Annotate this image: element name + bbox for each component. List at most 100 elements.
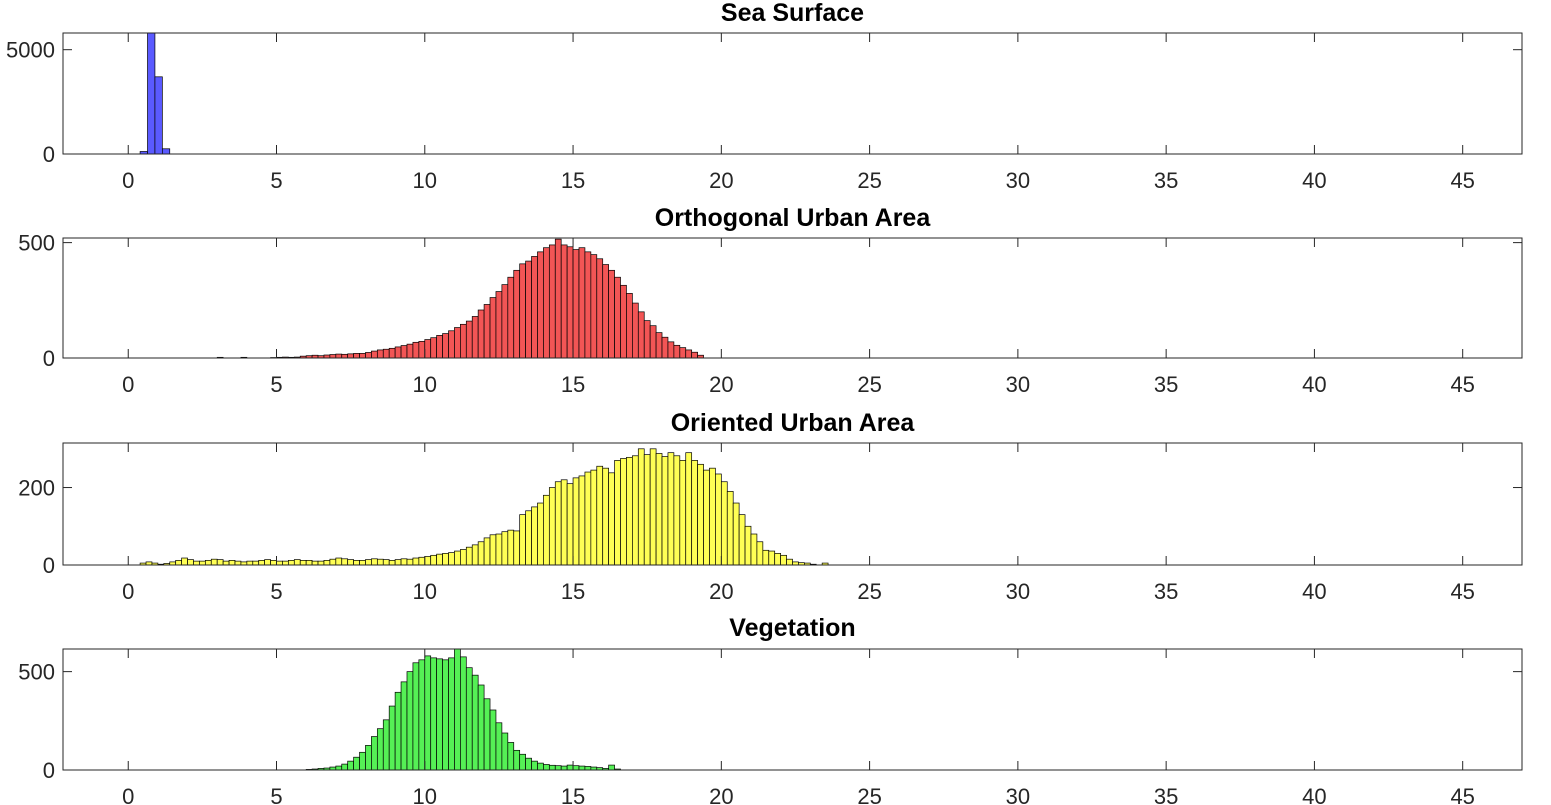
histogram-bars xyxy=(139,32,171,155)
histogram-bar xyxy=(382,348,390,359)
x-tick-label: 25 xyxy=(857,168,881,193)
histogram-bar xyxy=(709,467,716,566)
x-tick-label: 40 xyxy=(1302,168,1326,193)
histogram-bar xyxy=(388,347,396,359)
histogram-bar xyxy=(715,473,722,566)
histogram-bar xyxy=(204,560,212,566)
histogram-bar xyxy=(685,452,693,566)
histogram-bar xyxy=(543,247,550,359)
y-tick-label: 0 xyxy=(43,142,55,167)
histogram-bar xyxy=(531,506,538,566)
histogram-bar xyxy=(679,460,687,566)
histogram-bar xyxy=(626,293,633,359)
x-tick-label: 10 xyxy=(413,784,437,805)
histogram-panel-oriented-urban-area: Oriented Urban Area 0 5 10 15 20 25 30 35 40 45 0 20… xyxy=(18,409,1523,604)
histogram-bar xyxy=(762,549,770,566)
histogram-bar xyxy=(673,455,681,566)
x-tick-label: 5 xyxy=(270,168,282,193)
histogram-bar xyxy=(584,251,592,359)
x-tick-label: 15 xyxy=(561,579,585,604)
axes-box xyxy=(62,442,1523,566)
histogram-bar xyxy=(400,345,408,359)
histogram-bar xyxy=(365,559,372,566)
histogram-bar xyxy=(554,238,562,359)
histogram-bar xyxy=(513,269,521,359)
histogram-bar xyxy=(525,757,532,771)
histogram-bar xyxy=(311,560,319,566)
x-tick-label: 20 xyxy=(709,784,733,805)
x-tick-label: 0 xyxy=(122,579,134,604)
histogram-bar xyxy=(525,510,532,566)
histogram-bar xyxy=(620,284,627,359)
histogram-bar xyxy=(477,309,485,359)
histogram-bar xyxy=(388,560,396,566)
histogram-bar xyxy=(406,343,414,359)
histogram-bar xyxy=(365,745,372,771)
histogram-bar xyxy=(489,709,497,771)
histogram-bar xyxy=(199,560,206,566)
histogram-bar xyxy=(554,481,562,566)
histogram-bar xyxy=(305,560,313,566)
histogram-bar xyxy=(489,297,497,359)
histogram-bar xyxy=(181,557,188,566)
histogram-bar xyxy=(400,681,408,771)
histogram-bar xyxy=(376,558,384,566)
histogram-bar xyxy=(347,559,354,566)
histogram-bar xyxy=(412,662,420,771)
x-tick-label: 15 xyxy=(561,372,585,397)
histogram-bar xyxy=(744,525,752,566)
histogram-bar xyxy=(442,659,449,771)
histogram-bar xyxy=(643,320,651,359)
histogram-bar xyxy=(483,537,491,566)
histogram-bar xyxy=(436,335,443,359)
histogram-bar xyxy=(359,353,366,359)
histogram-panel-orthogonal-urban-area: Orthogonal Urban Area 0 5 10 15 20 25 30 35 40 45 0… xyxy=(18,204,1523,397)
histogram-bar xyxy=(608,472,615,566)
histogram-bar xyxy=(655,332,663,359)
x-tick-label: 35 xyxy=(1154,784,1178,805)
histogram-bar xyxy=(288,560,295,566)
histogram-bar xyxy=(584,471,592,566)
axes-box xyxy=(62,648,1523,771)
histogram-bar xyxy=(371,736,378,771)
panel-title: Vegetation xyxy=(729,614,855,642)
histogram-bar xyxy=(448,657,455,771)
histogram-bar xyxy=(418,341,426,359)
histogram-bar xyxy=(436,553,443,566)
histogram-bars xyxy=(305,648,621,771)
histogram-bar xyxy=(382,559,390,566)
histogram-bar xyxy=(649,448,657,566)
histogram-bar xyxy=(371,350,378,359)
histogram-bar xyxy=(501,284,509,359)
histogram-bar xyxy=(614,460,621,566)
x-tick-label: 45 xyxy=(1450,784,1474,805)
histogram-bar xyxy=(566,764,574,771)
histogram-panel-vegetation: Vegetation 0 5 10 15 20 25 30 35 40 45 0 500 xyxy=(18,614,1523,805)
histogram-bar xyxy=(365,352,372,359)
histogram-bars xyxy=(139,448,829,566)
x-tick-label: 5 xyxy=(270,784,282,805)
y-tick-label: 500 xyxy=(18,660,55,685)
histogram-bar xyxy=(643,454,651,566)
y-tick-label: 0 xyxy=(43,346,55,371)
histogram-bar xyxy=(264,559,271,566)
histogram-bar xyxy=(637,311,645,359)
histogram-bar xyxy=(376,728,384,771)
histogram-bar xyxy=(513,530,521,566)
x-tick-label: 0 xyxy=(122,784,134,805)
histogram-bar xyxy=(406,671,414,771)
histogram-bar xyxy=(353,756,360,771)
histogram-bar xyxy=(323,560,331,566)
histogram-bar xyxy=(430,554,437,566)
histogram-bar xyxy=(460,656,467,771)
histogram-bar xyxy=(531,256,538,359)
histogram-bar xyxy=(507,529,515,566)
histogram-bar xyxy=(341,558,349,566)
histogram-bar xyxy=(649,325,657,359)
histogram-bar xyxy=(465,546,473,566)
histogram-bar xyxy=(501,732,509,771)
histogram-bar xyxy=(175,560,182,566)
histogram-bar xyxy=(234,560,242,566)
histogram-bar xyxy=(738,514,746,566)
histogram-bar xyxy=(477,684,485,771)
